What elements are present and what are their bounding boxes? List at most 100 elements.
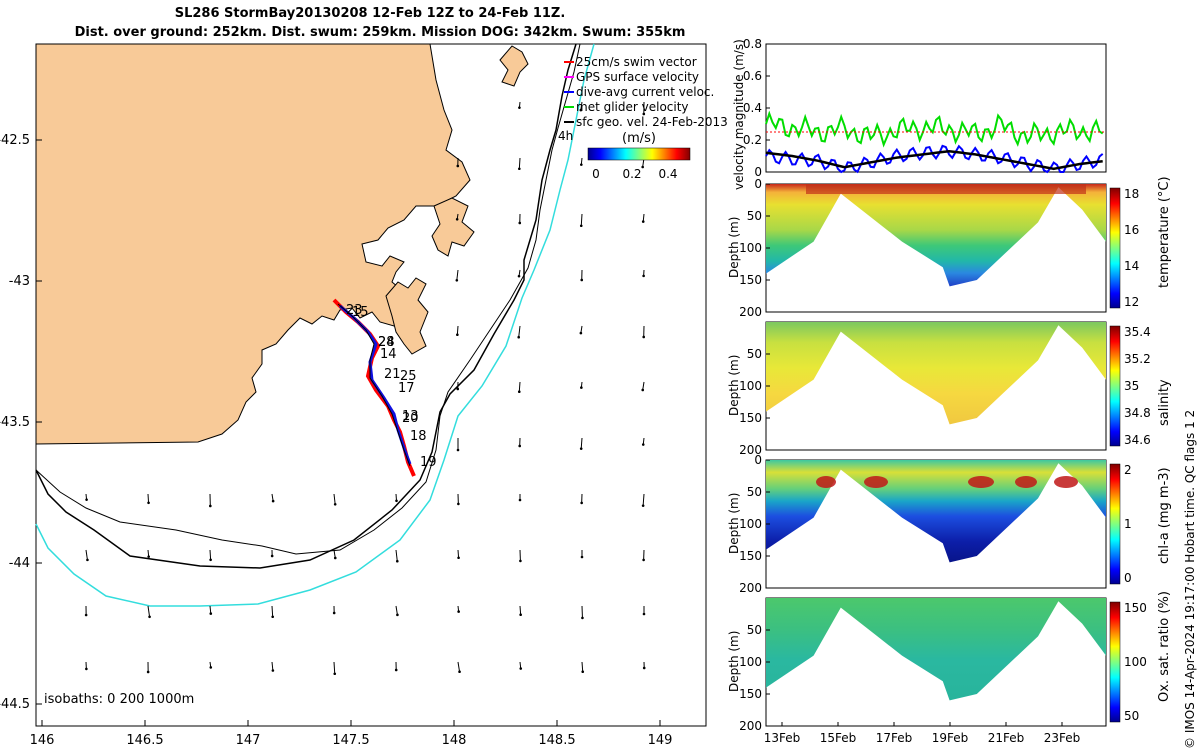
section-colorbar-tick: 34.6	[1124, 433, 1151, 447]
velocity-arrow-head	[642, 612, 646, 616]
section-y-tick-label: 200	[739, 443, 762, 457]
section-heatmap	[766, 184, 1106, 287]
velocity-arrow-head	[517, 390, 521, 394]
map-x-tick-label: 146	[30, 733, 55, 748]
velocity-y-tick-label: 0	[754, 165, 762, 179]
chl-max-patch	[864, 476, 888, 488]
velocity-arrow	[85, 549, 88, 560]
chart-title-line1: SL286 StormBay20130208 12-Feb 12Z to 24-…	[174, 6, 566, 21]
velocity-arrow-head	[270, 554, 274, 558]
track-label: 18	[410, 429, 427, 444]
section-salinity: 50 100 150 200 Depth (m) 35.4 35.2 35 34.8 34.6 sa…	[727, 321, 1172, 457]
velocity-arrow-head	[517, 274, 521, 278]
velocity-arrow-head	[642, 274, 645, 278]
velocity-arrow-head	[456, 333, 459, 337]
section-y-tick-label: 100	[739, 517, 762, 531]
section-ylabel: Depth (m)	[727, 493, 741, 554]
isobath-1000m	[35, 43, 595, 607]
velocity-arrow-head	[579, 108, 583, 112]
section-ylabel: Depth (m)	[727, 631, 741, 692]
section-colorbar-label: Ox. sat. ratio (%)	[1157, 591, 1172, 702]
velocity-y-ticks: 0 0.2 0.4 0.6 0.8	[743, 37, 770, 179]
velocity-arrow-head	[85, 667, 88, 671]
velocity-arrow-head	[86, 558, 89, 562]
velocity-arrow-head	[580, 501, 583, 505]
track-label: 24	[378, 335, 395, 350]
time-label: 4h	[558, 129, 573, 143]
velocity-arrow-head	[147, 555, 150, 558]
coastline-detail	[35, 43, 581, 555]
warm-surface-band	[806, 184, 1086, 194]
velocity-arrow	[642, 493, 645, 506]
velocity-arrow	[333, 661, 336, 674]
section-ylabel: Depth (m)	[727, 217, 741, 278]
velocity-arrow-head	[455, 278, 459, 282]
velocity-arrow-head	[457, 610, 460, 613]
maria-island	[499, 45, 529, 87]
section-y-tick-label: 150	[739, 273, 762, 287]
track-label: 28	[378, 335, 395, 350]
time-tick-label: 17Feb	[876, 731, 913, 745]
velocity-arrow-head	[642, 666, 646, 670]
velocity-arrow	[642, 381, 645, 391]
velocity-series	[765, 110, 1106, 174]
velocity-y-tick-label: 0.6	[743, 69, 762, 83]
velocity-ylabel: velocity magnitude (m/s)	[732, 39, 746, 190]
map-x-tick-label: 147.5	[332, 733, 369, 748]
velocity-arrow-head	[457, 502, 460, 506]
section-y-tick-label: 100	[739, 241, 762, 255]
section-y-tick-label: 150	[739, 411, 762, 425]
velocity-arrow-head	[518, 167, 521, 171]
section-colorbar-tick: 2	[1124, 463, 1132, 477]
section-y-tick-label: 100	[739, 655, 762, 669]
legend-label: met glider velocity	[576, 100, 689, 114]
map-y-tick-label: -43	[9, 274, 30, 289]
section-colorbar	[1109, 325, 1121, 447]
map-y-tick-label: -44	[9, 556, 30, 571]
tasman-peninsula	[431, 197, 475, 257]
velocity-panel: 0 0.2 0.4 0.6 0.8 velocity magnitude (m/s)	[732, 37, 1107, 190]
velocity-arrow-head	[580, 555, 584, 559]
velocity-arrow-head	[85, 498, 88, 501]
velocity-arrow-head	[580, 163, 583, 166]
isobath-label: isobaths: 0 200 1000m	[44, 692, 194, 707]
section-colorbar-tick: 35.2	[1124, 352, 1151, 366]
velocity-arrow	[271, 605, 274, 617]
velocity-arrow-head	[148, 615, 151, 619]
colorbar-unit: (m/s)	[622, 131, 656, 146]
section-colorbar-tick: 35.4	[1124, 325, 1151, 339]
velocity-arrow-head	[518, 106, 521, 109]
velocity-arrow	[147, 493, 150, 503]
section-y-tick-label: 50	[747, 347, 762, 361]
velocity-arrow-head	[517, 335, 521, 339]
velocity-arrow-head	[642, 558, 645, 562]
velocity-arrow	[580, 213, 583, 226]
map-x-tick-label: 148.5	[538, 733, 575, 748]
track-label: 20	[402, 411, 419, 426]
velocity-arrow-head	[580, 386, 583, 389]
track-label: 15	[352, 305, 369, 320]
velocity-arrow	[580, 101, 583, 111]
velocity-arrow	[456, 269, 459, 281]
velocity-arrow-head	[209, 666, 213, 669]
velocity-arrow-head	[332, 611, 336, 615]
velocity-arrow-head	[519, 559, 522, 563]
time-tick-label: 21Feb	[988, 731, 1025, 745]
section-colorbar	[1109, 601, 1121, 723]
time-tick-label: 13Feb	[764, 731, 801, 745]
velocity-arrow	[209, 549, 212, 560]
velocity-arrow-head	[641, 165, 644, 169]
velocity-arrow	[456, 325, 459, 335]
velocity-arrow-head	[271, 615, 274, 619]
section-heatmap	[766, 322, 1106, 425]
section-y-tick-label: 50	[747, 623, 762, 637]
velocity-arrow-head	[147, 501, 150, 505]
velocity-frame	[765, 43, 1107, 173]
section-colorbar	[1109, 187, 1121, 309]
section-colorbar-tick: 14	[1124, 259, 1139, 273]
section-chla: 0 50 100 150 200 Depth (m) 2 1 0 chl-a (mg m-3)	[727, 453, 1172, 595]
